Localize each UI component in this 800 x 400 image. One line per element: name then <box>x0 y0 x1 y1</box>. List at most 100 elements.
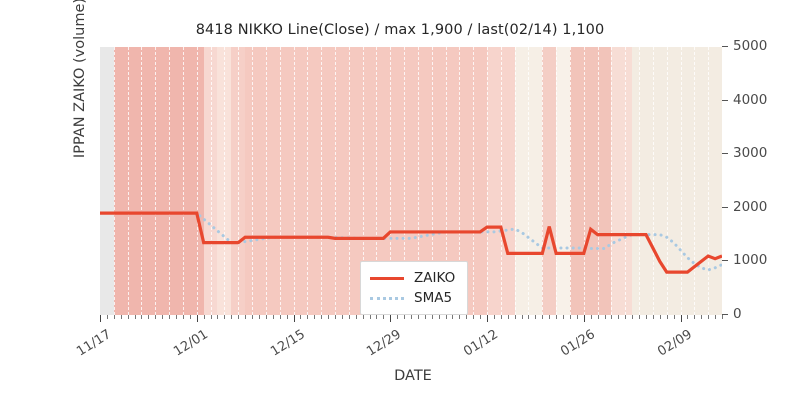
x-tick-minor <box>314 315 316 319</box>
legend-item-zaiko[interactable]: ZAIKO <box>370 268 455 288</box>
y-tick-label: 1000 <box>733 252 768 269</box>
gridline <box>196 47 199 315</box>
x-tick-minor <box>321 315 323 319</box>
x-tick-minor <box>459 315 461 319</box>
x-tick-minor <box>452 315 454 319</box>
x-tick-minor <box>701 315 703 319</box>
x-tick-minor <box>334 315 336 319</box>
x-tick-minor <box>480 315 482 319</box>
x-tick-minor <box>500 315 502 319</box>
legend-item-sma5[interactable]: SMA5 <box>370 288 455 308</box>
x-tick-minor <box>341 315 343 319</box>
x-tick-minor <box>169 315 171 319</box>
x-tick-minor <box>549 315 551 319</box>
background-band <box>611 47 633 315</box>
x-tick-minor <box>252 315 254 319</box>
gridline <box>362 47 365 315</box>
x-tick-label: 01/26 <box>557 327 598 360</box>
y-tick-label: 3000 <box>733 145 768 162</box>
x-tick-minor <box>659 315 661 319</box>
sma5-line <box>126 211 722 272</box>
x-tick-major <box>390 315 392 322</box>
x-tick-minor <box>563 315 565 319</box>
x-tick-minor <box>597 315 599 319</box>
x-tick-minor <box>258 315 260 319</box>
x-tick-minor <box>355 315 357 319</box>
x-tick-minor <box>127 315 129 319</box>
x-tick-minor <box>493 315 495 319</box>
x-tick-minor <box>445 315 447 319</box>
gridline <box>265 47 268 315</box>
gridline <box>666 47 669 315</box>
x-tick-minor <box>397 315 399 319</box>
gridline <box>487 47 489 315</box>
x-tick-minor <box>514 315 516 319</box>
gridline <box>569 47 572 315</box>
x-axis-ticks: 11/17 12/01 12/15 12/29 01/12 01/26 02/09 <box>74 315 723 395</box>
gridline <box>542 47 544 315</box>
background-band <box>487 47 515 315</box>
x-tick-label: 02/09 <box>654 327 695 360</box>
x-tick-minor <box>431 315 433 319</box>
gridline <box>611 47 613 315</box>
y-tick-mark <box>722 260 728 262</box>
zaiko-swatch-icon <box>370 272 404 284</box>
x-tick-minor <box>162 315 164 319</box>
y-tick-label: 5000 <box>733 38 768 54</box>
x-tick-minor <box>182 315 184 319</box>
gridline <box>583 47 586 315</box>
x-tick-minor <box>106 315 108 319</box>
gridline <box>141 47 143 315</box>
gridline <box>625 47 627 315</box>
gridline <box>639 47 641 315</box>
x-tick-minor <box>279 315 281 319</box>
x-tick-minor <box>411 315 412 319</box>
y-tick-label: 2000 <box>733 198 768 215</box>
gridline <box>500 47 503 315</box>
gridline <box>293 47 296 315</box>
x-tick-minor <box>383 315 385 319</box>
x-tick-minor <box>645 315 647 319</box>
x-tick-minor <box>286 315 288 319</box>
x-tick-minor <box>148 315 150 319</box>
x-tick-label: 11/17 <box>74 327 114 360</box>
background-band <box>569 47 612 315</box>
x-tick-minor <box>328 315 330 319</box>
gridline <box>321 47 323 315</box>
x-tick-minor <box>417 315 419 319</box>
gridline <box>390 47 392 315</box>
gridline <box>528 47 530 315</box>
x-tick-minor <box>625 315 627 319</box>
legend-label-zaiko: ZAIKO <box>414 270 456 286</box>
x-tick-minor <box>369 315 371 319</box>
gridline <box>431 47 434 315</box>
x-tick-minor <box>576 315 578 319</box>
x-tick-minor <box>210 315 212 319</box>
x-tick-minor <box>521 315 523 319</box>
x-tick-minor <box>528 315 530 319</box>
x-tick-minor <box>687 315 689 319</box>
x-tick-major <box>487 315 489 322</box>
y-axis-ticks: 0 1000 2000 3000 4000 5000 <box>722 38 800 322</box>
plot-area <box>100 47 722 315</box>
gridline <box>169 47 171 315</box>
chart-title: 8418 NIKKO Line(Close) / max 1,900 / las… <box>195 22 605 38</box>
y-tick-label: 0 <box>733 306 742 322</box>
x-tick-minor <box>307 315 309 319</box>
gridline <box>708 47 710 315</box>
x-tick-minor <box>722 315 723 319</box>
x-tick-minor <box>569 315 571 319</box>
x-tick-minor <box>438 315 440 319</box>
background-band <box>113 47 204 315</box>
gridline <box>694 47 696 315</box>
x-tick-minor <box>715 315 717 319</box>
legend-label-sma5: SMA5 <box>414 290 453 306</box>
x-tick-minor <box>265 315 267 319</box>
x-tick-minor <box>590 315 592 319</box>
x-tick-minor <box>113 315 115 319</box>
gridline <box>680 47 683 315</box>
gridline <box>113 47 116 315</box>
chart-legend[interactable]: ZAIKO SMA5 <box>360 261 469 315</box>
sma5-swatch-icon <box>370 292 404 304</box>
x-axis-label: DATE <box>394 368 432 384</box>
